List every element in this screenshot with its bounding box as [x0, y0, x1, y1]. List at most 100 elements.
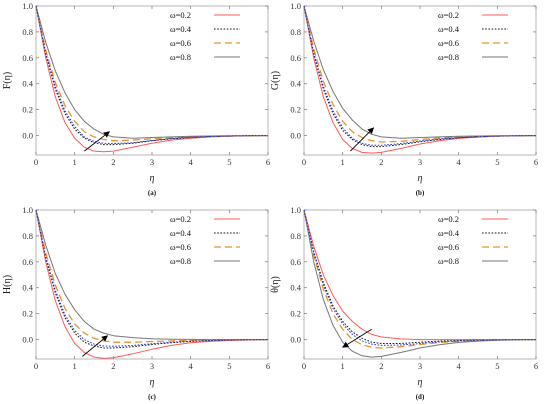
series-line-3 — [35, 209, 269, 343]
x-axis-label: η — [418, 173, 423, 184]
y-tick-label: 0.4 — [22, 79, 33, 89]
x-tick-label: 5 — [227, 361, 231, 371]
panel-caption: (b) — [416, 189, 425, 197]
x-tick-label: 3 — [150, 157, 154, 167]
x-tick-label: 5 — [495, 361, 499, 371]
series-line-4 — [35, 209, 268, 341]
legend-label: ω=0.8 — [170, 256, 191, 266]
y-tick-label: 0.6 — [22, 53, 33, 63]
x-tick-label: 2 — [111, 361, 115, 371]
chart-panel-1: 0 1 2 3 4 5 6 0.0 0.2 0.4 0.6 0.8 1.0 ω=0.2 ω=0.4 ω=0.6… — [2, 1, 270, 197]
x-tick-label: 1 — [73, 157, 77, 167]
y-tick-label: 0.6 — [290, 53, 301, 63]
legend-label: ω=0.4 — [438, 24, 460, 34]
y-tick-label: 0.4 — [22, 283, 33, 293]
legend-label: ω=0.6 — [170, 242, 191, 252]
y-tick-label: 0.6 — [290, 257, 301, 267]
legend-label: ω=0.6 — [438, 242, 459, 252]
legend-label: ω=0.4 — [438, 228, 460, 238]
x-tick-label: 4 — [457, 157, 462, 167]
legend-label: ω=0.2 — [438, 10, 459, 20]
series-line-1 — [35, 209, 269, 359]
panel-caption: (c) — [148, 393, 156, 401]
x-tick-label: 6 — [266, 361, 270, 371]
y-tick-label: 0.0 — [22, 131, 33, 141]
y-tick-label: 0.8 — [290, 27, 301, 37]
series-line-2 — [303, 209, 537, 344]
series-line-5 — [303, 5, 537, 146]
series-line-1 — [303, 209, 536, 341]
legend-label: ω=0.6 — [438, 38, 459, 48]
x-tick-label: 6 — [266, 157, 270, 167]
y-axis-label: F(η) — [2, 72, 13, 89]
x-tick-label: 6 — [534, 361, 538, 371]
series-line-2 — [35, 5, 269, 146]
y-tick-label: 0.0 — [290, 335, 301, 345]
y-tick-label: 0.8 — [290, 231, 301, 241]
x-tick-label: 2 — [111, 157, 115, 167]
y-axis-label: H(η) — [2, 275, 13, 294]
x-tick-label: 0 — [34, 157, 38, 167]
x-tick-label: 3 — [150, 361, 154, 371]
x-tick-label: 2 — [379, 157, 383, 167]
series-line-2 — [35, 209, 269, 349]
x-tick-label: 2 — [379, 361, 383, 371]
y-tick-label: 0.2 — [290, 105, 301, 115]
y-tick-label: 0.0 — [290, 131, 301, 141]
series-line-5 — [303, 209, 537, 346]
y-tick-label: 0.8 — [22, 231, 33, 241]
y-axis-label: G(η) — [270, 71, 281, 90]
y-tick-label: 0.4 — [290, 79, 301, 89]
y-tick-label: 0.2 — [22, 309, 33, 319]
y-tick-label: 0.2 — [290, 309, 301, 319]
x-axis-label: η — [150, 173, 155, 184]
series-line-1 — [35, 5, 269, 153]
x-tick-label: 1 — [73, 361, 77, 371]
x-tick-label: 3 — [418, 157, 422, 167]
x-tick-label: 3 — [418, 361, 422, 371]
legend-label: ω=0.2 — [438, 214, 459, 224]
chart-panel-4: 0 1 2 3 4 5 6 0.0 0.2 0.4 0.6 0.8 1.0 ω=0.2 ω=0.4 ω=0.6… — [270, 205, 538, 401]
series-line-4 — [303, 209, 537, 358]
series-line-5 — [35, 5, 269, 145]
legend-label: ω=0.8 — [438, 256, 459, 266]
y-tick-label: 1.0 — [290, 205, 301, 215]
series-line-3 — [303, 209, 537, 349]
y-axis-label: θ(η) — [270, 276, 281, 293]
x-tick-label: 4 — [457, 361, 462, 371]
x-tick-label: 0 — [34, 361, 38, 371]
panel-caption: (d) — [416, 393, 425, 401]
x-tick-label: 0 — [302, 361, 306, 371]
legend-label: ω=0.2 — [170, 10, 191, 20]
x-tick-label: 1 — [341, 157, 345, 167]
series-line-1 — [303, 5, 537, 154]
y-tick-label: 0.0 — [22, 335, 33, 345]
legend-label: ω=0.8 — [438, 52, 459, 62]
legend-label: ω=0.2 — [170, 214, 191, 224]
x-axis-label: η — [418, 377, 423, 388]
trend-arrow — [82, 335, 109, 357]
x-tick-label: 6 — [534, 157, 538, 167]
plot-frame — [303, 209, 537, 360]
y-tick-label: 1.0 — [290, 1, 301, 11]
trend-arrow — [342, 328, 372, 348]
series-line-2 — [303, 5, 537, 148]
trend-arrow — [350, 127, 375, 152]
series-line-3 — [35, 5, 269, 142]
legend-label: ω=0.6 — [170, 38, 191, 48]
series-line-4 — [35, 5, 269, 139]
x-tick-label: 0 — [302, 157, 306, 167]
y-tick-label: 0.6 — [22, 257, 33, 267]
series-line-4 — [303, 5, 537, 139]
x-tick-label: 4 — [189, 157, 194, 167]
y-tick-label: 1.0 — [22, 205, 33, 215]
x-tick-label: 4 — [189, 361, 194, 371]
chart-panel-2: 0 1 2 3 4 5 6 0.0 0.2 0.4 0.6 0.8 1.0 ω=0.2 ω=0.4 ω=0.6… — [270, 1, 538, 197]
legend-label: ω=0.8 — [170, 52, 191, 62]
legend-label: ω=0.4 — [170, 24, 192, 34]
y-tick-label: 1.0 — [22, 1, 33, 11]
x-tick-label: 5 — [495, 157, 499, 167]
x-tick-label: 5 — [227, 157, 231, 167]
y-tick-label: 0.2 — [22, 105, 33, 115]
